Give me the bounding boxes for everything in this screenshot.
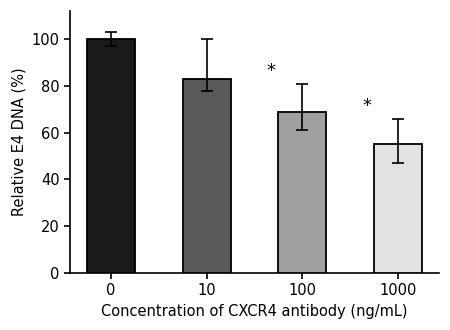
Bar: [87, 39, 135, 273]
Text: *: *: [362, 97, 371, 115]
Text: *: *: [266, 62, 275, 80]
Bar: [374, 144, 422, 273]
Bar: [279, 112, 326, 273]
Bar: [183, 79, 230, 273]
X-axis label: Concentration of CXCR4 antibody (ng/mL): Concentration of CXCR4 antibody (ng/mL): [101, 304, 408, 319]
Y-axis label: Relative E4 DNA (%): Relative E4 DNA (%): [11, 68, 26, 216]
